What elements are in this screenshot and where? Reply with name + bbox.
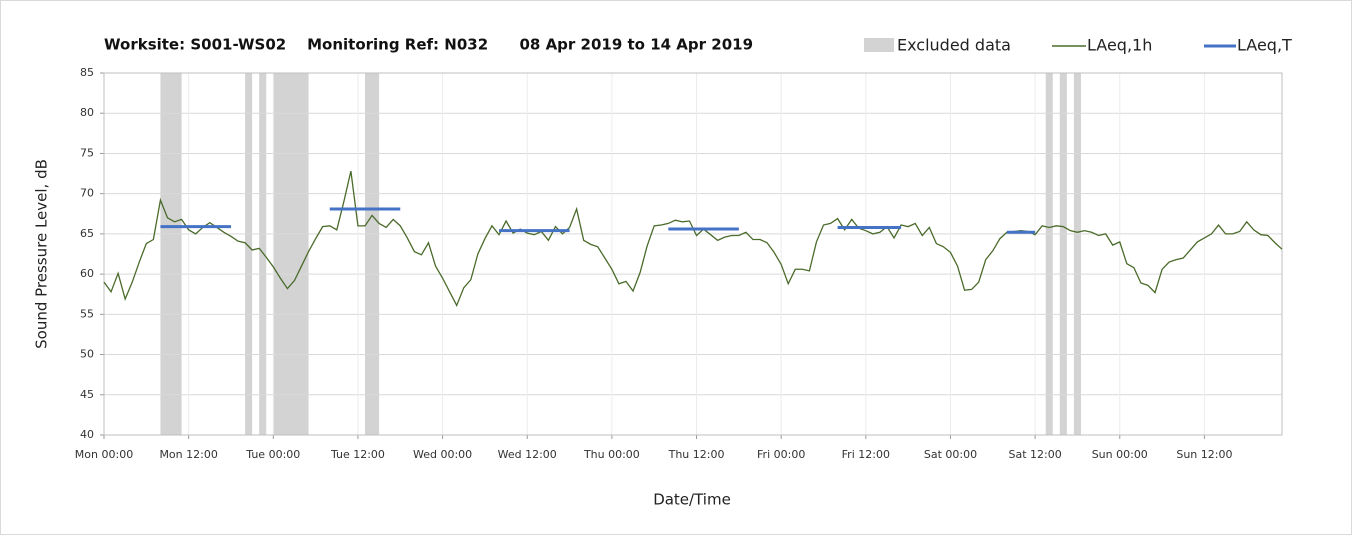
- excluded-band: [160, 73, 182, 435]
- excluded-band: [364, 73, 380, 435]
- legend-line: LAeq,1h: [1087, 36, 1152, 55]
- y-tick-label: 40: [80, 428, 94, 441]
- x-tick-label: Sun 00:00: [1092, 448, 1148, 461]
- excluded-band: [1073, 73, 1081, 435]
- y-tick-label: 60: [80, 267, 94, 280]
- x-axis-label: Date/Time: [653, 491, 731, 509]
- x-tick-label: Mon 12:00: [159, 448, 217, 461]
- y-tick-label: 85: [80, 66, 94, 79]
- x-tick-label: Wed 00:00: [413, 448, 472, 461]
- excluded-band: [1045, 73, 1053, 435]
- x-tick-label: Thu 00:00: [583, 448, 640, 461]
- legend-average: LAeq,T: [1237, 36, 1292, 55]
- excluded-band: [245, 73, 253, 435]
- x-tick-label: Tue 00:00: [245, 448, 300, 461]
- x-tick-label: Tue 12:00: [330, 448, 385, 461]
- y-tick-label: 80: [80, 106, 94, 119]
- y-tick-label: 50: [80, 348, 94, 361]
- y-tick-label: 75: [80, 146, 94, 159]
- excluded-band: [273, 73, 309, 435]
- legend-excluded: Excluded data: [897, 36, 1011, 55]
- y-tick-label: 55: [80, 307, 94, 320]
- x-tick-label: Sat 12:00: [1008, 448, 1061, 461]
- excluded-band: [1059, 73, 1067, 435]
- chart-title: Worksite: S001-WS02 Monitoring Ref: N032…: [104, 36, 753, 54]
- x-tick-label: Fri 12:00: [842, 448, 890, 461]
- x-tick-label: Fri 00:00: [757, 448, 805, 461]
- x-tick-label: Thu 12:00: [668, 448, 725, 461]
- y-axis-label: Sound Pressure Level, dB: [33, 159, 51, 349]
- y-tick-label: 65: [80, 227, 94, 240]
- x-tick-label: Sat 00:00: [924, 448, 977, 461]
- x-tick-label: Wed 12:00: [498, 448, 557, 461]
- y-tick-label: 70: [80, 187, 94, 200]
- y-tick-label: 45: [80, 388, 94, 401]
- plot-border: [103, 72, 1283, 436]
- x-tick-label: Mon 00:00: [75, 448, 133, 461]
- x-tick-label: Sun 12:00: [1176, 448, 1232, 461]
- legend-excluded-swatch: [864, 38, 894, 52]
- excluded-band: [259, 73, 267, 435]
